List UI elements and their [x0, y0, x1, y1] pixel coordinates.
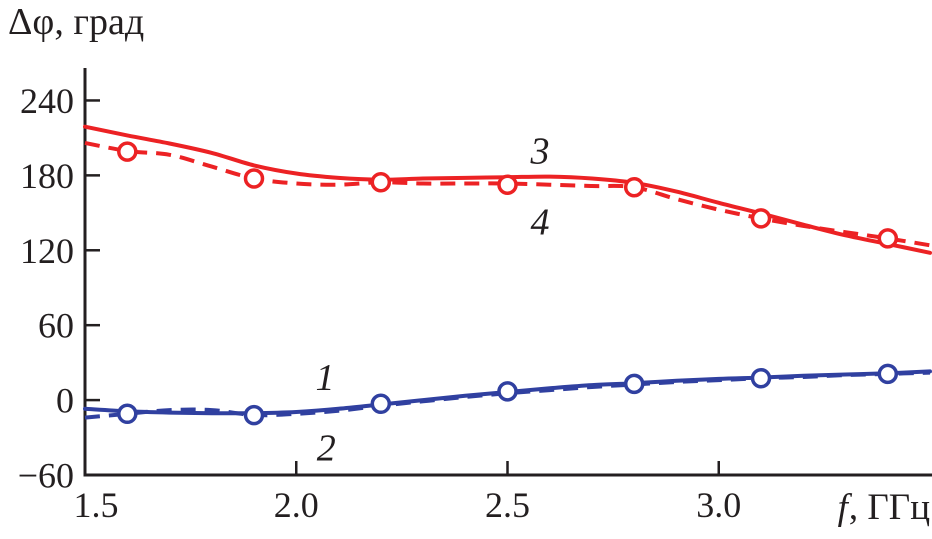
y-tick-label: 180	[20, 156, 74, 196]
data-marker-curve-4	[243, 168, 265, 189]
data-marker-curve-2	[243, 404, 265, 426]
curve-label-2: 2	[317, 428, 336, 470]
data-marker-curve-2	[370, 393, 392, 415]
x-axis-title-symbol: f	[837, 487, 848, 528]
data-marker-curve-2	[117, 403, 138, 425]
x-tick-label: 3.0	[696, 485, 741, 525]
y-tick-label: 60	[38, 306, 74, 346]
y-axis-title: Δφ, град	[8, 1, 145, 43]
data-marker-curve-2	[623, 373, 645, 395]
curve-2	[84, 370, 931, 420]
curve-label-1: 1	[316, 357, 335, 399]
data-marker-curve-4	[370, 171, 392, 193]
y-tick-label: 0	[56, 381, 74, 421]
data-marker-curve-2	[750, 367, 772, 389]
y-tick-label: −60	[18, 456, 74, 496]
data-marker-curve-4	[497, 174, 518, 195]
data-marker-curve-4	[877, 228, 899, 249]
x-tick-label: 2.5	[485, 485, 530, 525]
data-marker-curve-4	[117, 141, 138, 162]
data-marker-curve-4	[750, 208, 772, 229]
x-tick-label: 2.0	[274, 485, 319, 525]
curve-label-3: 3	[530, 130, 550, 172]
y-tick-label: 240	[20, 81, 74, 121]
data-marker-curve-2	[877, 363, 899, 385]
y-tick-label: 120	[20, 231, 74, 271]
x-axis-title: f, ГГц	[838, 486, 930, 529]
x-tick-label: 1.5	[74, 485, 119, 525]
data-marker-curve-4	[623, 176, 645, 198]
x-axis-title-unit: , ГГц	[848, 487, 930, 528]
data-marker-curve-2	[497, 381, 518, 402]
curve-label-4: 4	[531, 202, 550, 244]
